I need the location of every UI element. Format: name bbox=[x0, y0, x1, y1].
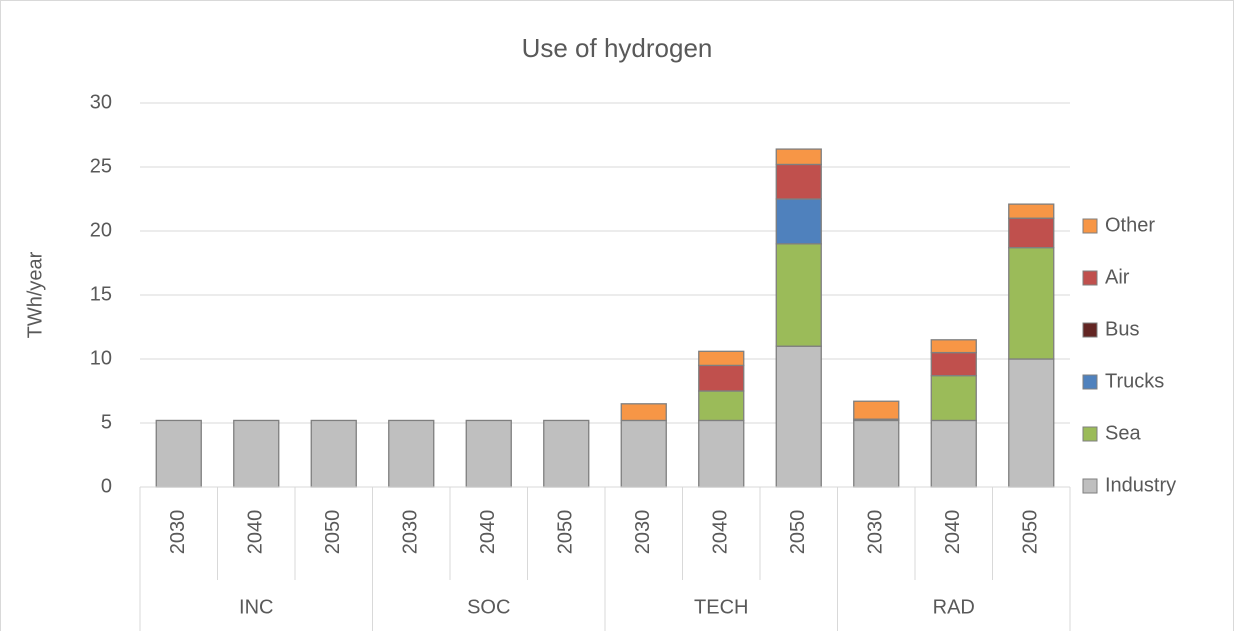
legend-label: Industry bbox=[1105, 474, 1176, 496]
x-tick-label: 2040 bbox=[477, 510, 499, 555]
bar-segment bbox=[698, 419, 745, 488]
group-label: INC bbox=[239, 596, 273, 618]
legend-swatch bbox=[1082, 322, 1098, 338]
bar-segment bbox=[930, 419, 977, 488]
bar-segment bbox=[775, 345, 822, 488]
y-tick-label: 10 bbox=[90, 347, 112, 369]
group-label: TECH bbox=[694, 596, 748, 618]
legend-swatch bbox=[1082, 374, 1098, 390]
y-tick-label: 0 bbox=[101, 475, 112, 497]
x-tick-label: 2030 bbox=[167, 510, 189, 555]
bar-segment bbox=[775, 243, 822, 347]
bar-segment bbox=[543, 419, 590, 488]
bar-segment bbox=[1008, 246, 1055, 360]
chart-title: Use of hydrogen bbox=[522, 33, 713, 63]
x-tick-label: 2040 bbox=[942, 510, 964, 555]
x-tick-label: 2050 bbox=[787, 510, 809, 555]
legend-swatch bbox=[1082, 426, 1098, 442]
legend-label: Bus bbox=[1105, 318, 1139, 340]
x-tick-label: 2040 bbox=[245, 510, 267, 555]
bar-segment bbox=[930, 339, 977, 354]
bar-segment bbox=[853, 400, 900, 420]
x-tick-label: 2030 bbox=[400, 510, 422, 555]
bar-segment bbox=[233, 419, 280, 488]
bar-segment bbox=[1008, 217, 1055, 249]
x-tick-label: 2040 bbox=[710, 510, 732, 555]
bar-segment bbox=[620, 419, 667, 488]
bar-segment bbox=[1008, 358, 1055, 488]
legend-swatch bbox=[1082, 218, 1098, 234]
legend-swatch bbox=[1082, 478, 1098, 494]
group-label: SOC bbox=[467, 596, 510, 618]
bar-segment bbox=[310, 419, 357, 488]
bar-segment bbox=[853, 419, 900, 488]
y-axis-label: TWh/year bbox=[24, 251, 46, 338]
y-tick-label: 5 bbox=[101, 411, 112, 433]
y-tick-label: 25 bbox=[90, 155, 112, 177]
bar-segment bbox=[620, 403, 667, 422]
bar-segment bbox=[930, 374, 977, 422]
y-tick-label: 15 bbox=[90, 283, 112, 305]
legend-label: Air bbox=[1105, 266, 1130, 288]
bar-segment bbox=[465, 419, 512, 488]
y-tick-label: 30 bbox=[90, 91, 112, 113]
x-tick-label: 2050 bbox=[1020, 510, 1042, 555]
legend-label: Trucks bbox=[1105, 370, 1164, 392]
y-tick-label: 20 bbox=[90, 219, 112, 241]
x-tick-label: 2030 bbox=[632, 510, 654, 555]
bar-segment bbox=[155, 419, 202, 488]
legend-label: Other bbox=[1105, 214, 1155, 236]
bar-segment bbox=[930, 351, 977, 377]
bar-segment bbox=[1008, 203, 1055, 219]
legend-swatch bbox=[1082, 270, 1098, 286]
bar-segment bbox=[775, 163, 822, 200]
x-tick-label: 2050 bbox=[322, 510, 344, 555]
x-tick-label: 2030 bbox=[865, 510, 887, 555]
bar-segment bbox=[698, 350, 745, 367]
x-tick-label: 2050 bbox=[555, 510, 577, 555]
bar-segment bbox=[775, 148, 822, 166]
bar-segment bbox=[698, 364, 745, 392]
bar-segment bbox=[698, 390, 745, 422]
bar-segment bbox=[775, 198, 822, 245]
group-label: RAD bbox=[933, 596, 975, 618]
bar-segment bbox=[388, 419, 435, 488]
legend-label: Sea bbox=[1105, 422, 1141, 444]
